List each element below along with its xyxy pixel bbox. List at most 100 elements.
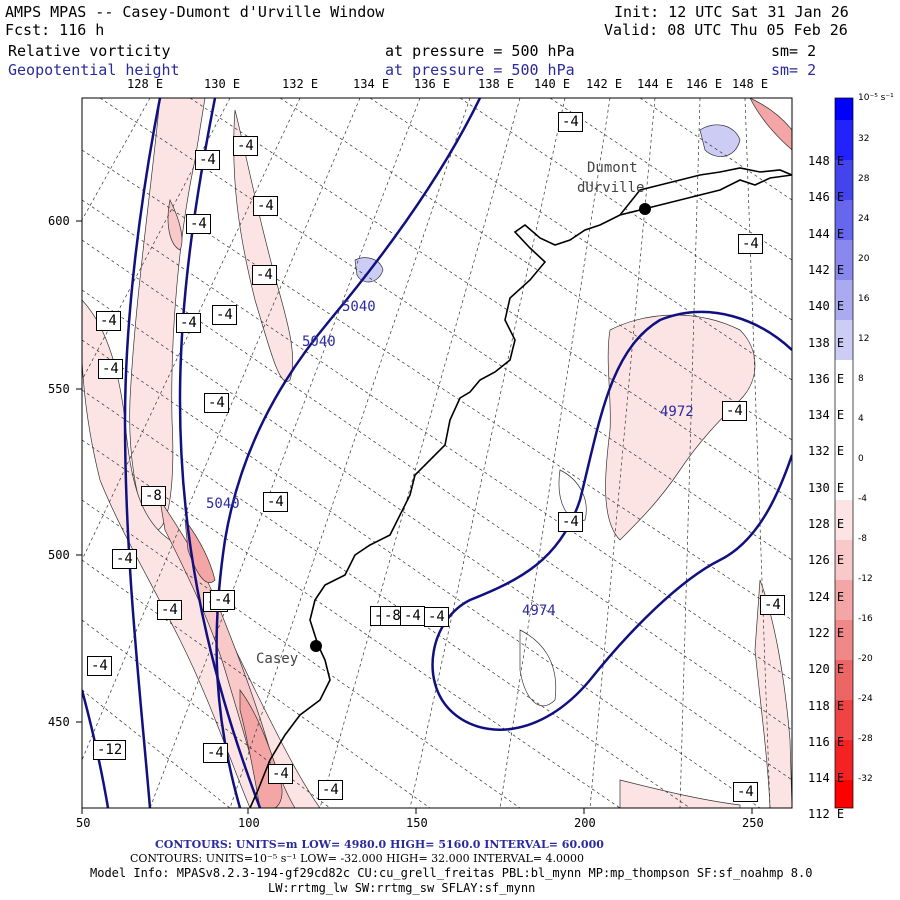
lon-label: 130 E	[204, 77, 241, 91]
latitude-tick-label: 118 E	[808, 698, 845, 713]
x-tick-label: 100	[238, 816, 260, 830]
colorbar-tick-label: -16	[858, 614, 873, 624]
colorbar-tick-label: 28	[858, 174, 870, 184]
latitude-tick-label: 124 E	[808, 589, 845, 604]
latitude-tick-label: 144 E	[808, 226, 845, 241]
colorbar-tick-label: 20	[858, 254, 870, 264]
colorbar-unit: 10⁻⁵ s⁻¹	[858, 93, 894, 103]
vorticity-contour-label: -4	[96, 311, 121, 331]
lon-label: 134 E	[353, 77, 390, 91]
colorbar-swatch-neg16	[835, 620, 853, 660]
field1-name: Relative vorticity	[8, 42, 171, 60]
vorticity-contour-label: -4	[253, 196, 278, 216]
vorticity-contour-label: -4	[210, 590, 235, 610]
x-tick-label: 50	[76, 816, 91, 830]
casey-station-marker	[310, 640, 322, 652]
height-label: 4972	[660, 404, 694, 420]
vorticity-contour-label: -4	[212, 305, 237, 325]
x-tick-label: 200	[574, 816, 596, 830]
lon-label: 144 E	[637, 77, 674, 91]
vorticity-shading	[82, 98, 792, 808]
vorticity-contour-label: -4	[263, 492, 288, 512]
colorbar-tick-label: -20	[858, 654, 873, 664]
colorbar-swatch-neg24	[835, 700, 853, 740]
vorticity-contour-label: -4	[176, 313, 201, 333]
y-tick-label: 450	[48, 715, 70, 729]
vorticity-contour-label: -4	[98, 359, 123, 379]
colorbar-tick-label: 4	[858, 414, 864, 424]
station-label-durville: dUrville	[577, 180, 645, 196]
colorbar-swatch-neg4	[835, 500, 853, 540]
lon-label: 138 E	[478, 77, 515, 91]
colorbar	[834, 97, 854, 809]
colorbar-swatch-24	[835, 160, 853, 200]
lon-label: 136 E	[414, 77, 451, 91]
colorbar-swatch-28	[835, 120, 853, 160]
colorbar-tick-label: -28	[858, 734, 873, 744]
model-info: Model Info: MPASv8.2.3-194-gf29cd82c CU:…	[90, 866, 813, 880]
model-info-line2: LW:rrtmg_lw SW:rrtmg_sw SFLAY:sf_mynn	[268, 881, 536, 895]
axis-ticks	[76, 220, 753, 814]
x-tick-label: 150	[406, 816, 428, 830]
vorticity-contour-label: -4	[424, 607, 449, 627]
vorticity-contour-label: -4	[722, 401, 747, 421]
lon-label: 140 E	[534, 77, 571, 91]
map-title: AMPS MPAS -- Casey-Dumont d'Urville Wind…	[5, 3, 385, 21]
latitude-tick-label: 122 E	[808, 625, 845, 640]
height-label: 5040	[342, 299, 376, 315]
latitude-tick-label: 140 E	[808, 299, 845, 314]
vorticity-contour-label: -4	[186, 214, 211, 234]
plot-frame	[81, 97, 793, 809]
latitude-tick-label: 136 E	[808, 371, 845, 386]
colorbar-tick-label: 8	[858, 374, 864, 384]
lon-label: 148 E	[732, 77, 769, 91]
latitude-tick-label: 142 E	[808, 262, 845, 277]
colorbar-tick-label: -24	[858, 694, 873, 704]
vorticity-contour-label: -4	[157, 600, 182, 620]
latitude-tick-label: 114 E	[808, 771, 845, 786]
field2-smoothing: sm= 2	[771, 61, 817, 79]
vorticity-contour-label: -4	[400, 606, 425, 626]
latitude-tick-label: 148 E	[808, 154, 845, 168]
latitude-tick-label: 120 E	[808, 662, 845, 677]
lon-label: 146 E	[686, 77, 723, 91]
colorbar-tick-label: -4	[858, 494, 867, 504]
colorbar-tick-label: 32	[858, 134, 870, 144]
vorticity-contour-label: -4	[203, 743, 228, 763]
colorbar-swatch-neg12	[835, 580, 853, 620]
contours-vorticity-info: CONTOURS: UNITS=10⁻⁵ s⁻¹ LOW= -32.000 HI…	[130, 852, 585, 865]
colorbar-swatch-neg20	[835, 660, 853, 700]
vorticity-contour-label: -4	[112, 549, 137, 569]
field1-level: at pressure = 500 hPa	[385, 42, 575, 60]
colorbar-tick-label: -12	[858, 574, 873, 584]
colorbar-tick-label: -8	[858, 534, 867, 544]
vorticity-contour-label: -4	[87, 656, 112, 676]
colorbar-swatch-20	[835, 200, 853, 240]
field2-level: at pressure = 500 hPa	[385, 61, 575, 79]
y-tick-label: 500	[48, 548, 70, 562]
colorbar-tick-label: 12	[858, 334, 870, 344]
colorbar-swatch-neg8	[835, 540, 853, 580]
lon-label: 132 E	[282, 77, 319, 91]
field1-smoothing: sm= 2	[771, 42, 817, 60]
height-label: 5040	[206, 496, 240, 512]
colorbar-tick-label: 24	[858, 214, 870, 224]
colorbar-swatch-32	[835, 98, 853, 120]
vorticity-contour-label: -8	[141, 486, 166, 506]
latitude-tick-label: 146 E	[808, 190, 845, 205]
vorticity-contour-label: -4	[252, 265, 277, 285]
station-label-dumont: Dumont	[587, 160, 638, 176]
colorbar-swatch-neg32	[835, 780, 853, 808]
colorbar-tick-label: 0	[858, 454, 864, 464]
height-label: 4974	[522, 603, 556, 619]
y-tick-label: 600	[48, 214, 70, 228]
valid-time: Valid: 08 UTC Thu 05 Feb 26	[604, 21, 848, 39]
contours-height-info: CONTOURS: UNITS=m LOW= 4980.0 HIGH= 5160…	[155, 838, 604, 851]
field2-name: Geopotential height	[8, 61, 180, 79]
height-label: 5040	[302, 334, 336, 350]
y-tick-label: 550	[48, 382, 70, 396]
colorbar-swatch-16	[835, 240, 853, 280]
vorticity-contour-label: -4	[558, 112, 583, 132]
latitude-tick-label: 130 E	[808, 480, 845, 495]
